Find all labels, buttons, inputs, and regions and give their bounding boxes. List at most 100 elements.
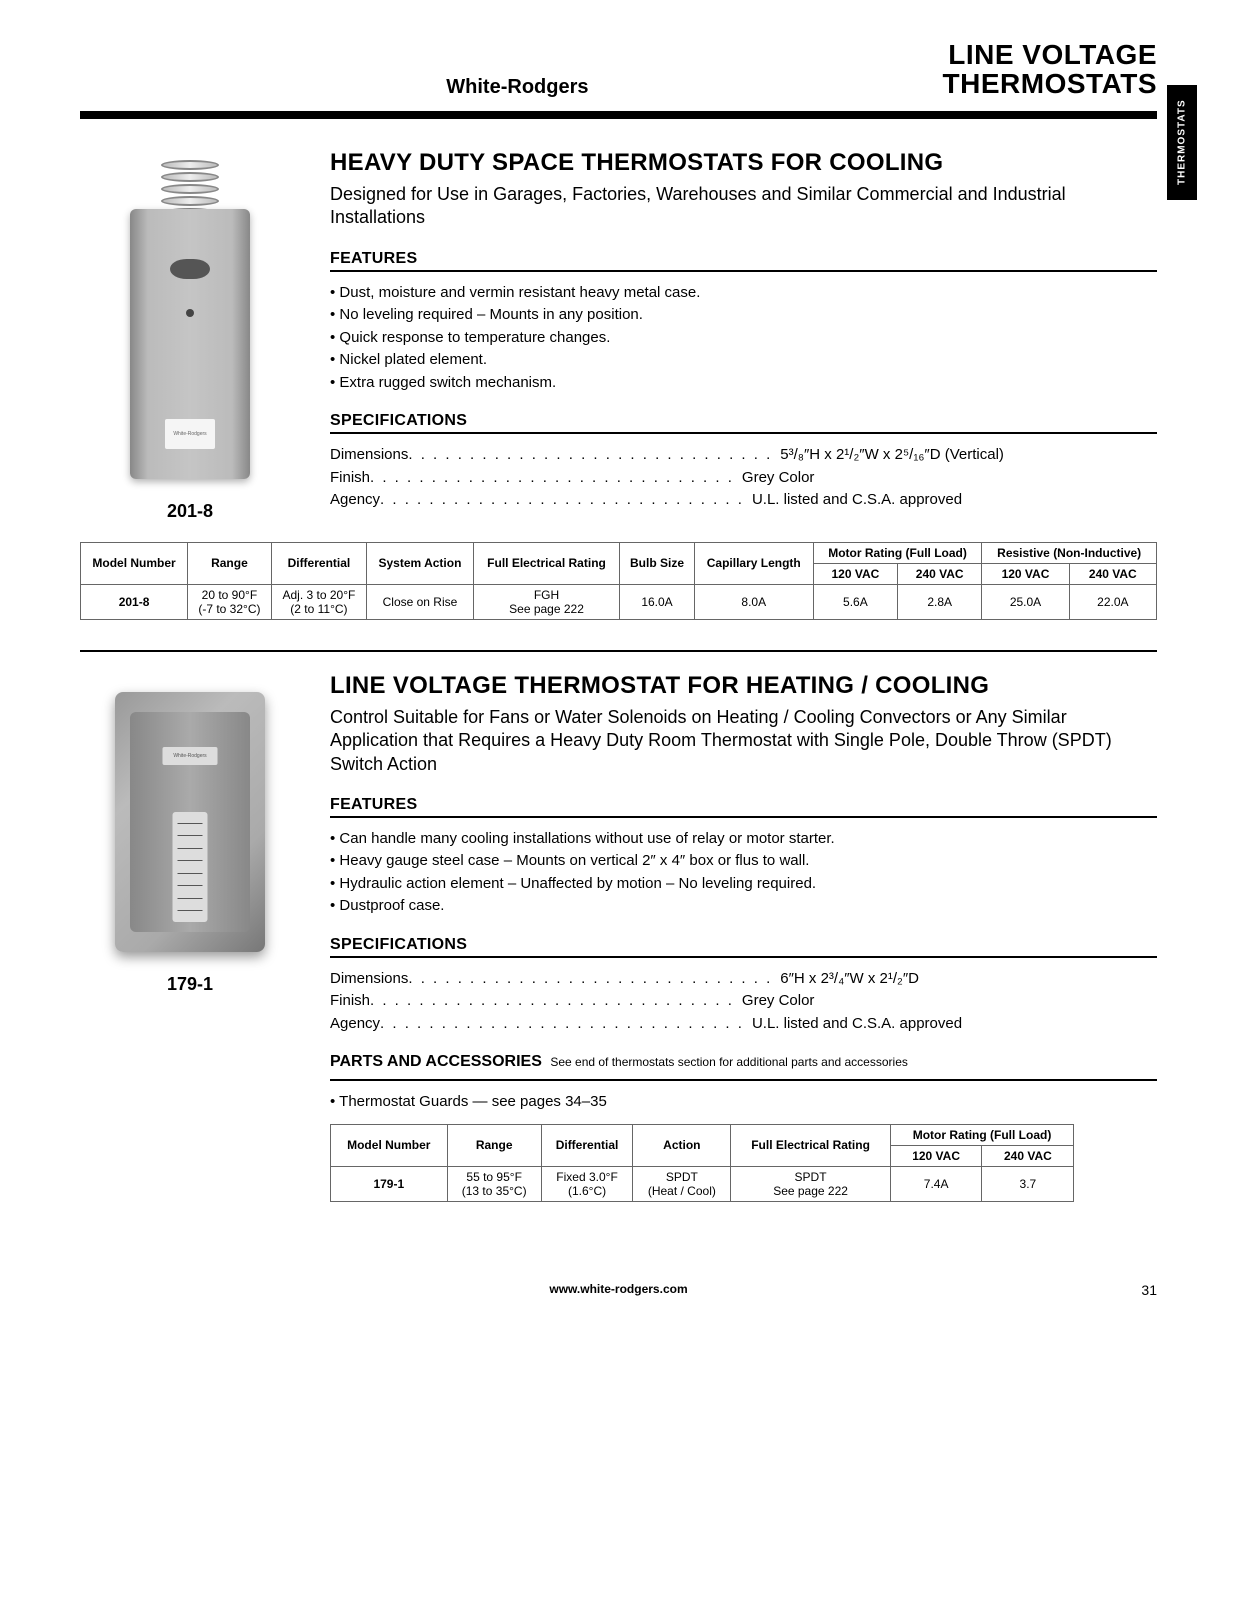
- list-item: Hydraulic action element – Unaffected by…: [330, 873, 1157, 896]
- table-cell: Close on Rise: [367, 584, 474, 619]
- table-cell: SPDT(Heat / Cool): [633, 1166, 731, 1201]
- th-240-1: 240 VAC: [898, 563, 982, 584]
- table-cell: 20 to 90°F(-7 to 32°C): [188, 584, 272, 619]
- product-image-201-8: White-Rodgers: [115, 159, 265, 489]
- table-cell: 5.6A: [813, 584, 897, 619]
- spec-row: Agency . . . . . . . . . . . . . . . . .…: [330, 1013, 1157, 1036]
- brand-logo: White-Rodgers: [80, 76, 649, 99]
- th-range: Range: [188, 542, 272, 584]
- features-heading: FEATURES: [330, 796, 1157, 814]
- model-caption: 179-1: [80, 974, 300, 995]
- table-cell: 3.7: [982, 1166, 1074, 1201]
- th-motor-group: Motor Rating (Full Load): [890, 1124, 1074, 1145]
- list-item: Heavy gauge steel case – Mounts on verti…: [330, 850, 1157, 873]
- spec-table-201-8: Model Number Range Differential System A…: [80, 542, 1157, 620]
- features-heading: FEATURES: [330, 250, 1157, 268]
- th-120-1: 120 VAC: [813, 563, 897, 584]
- parts-note: See end of thermostats section for addit…: [550, 1055, 908, 1069]
- list-item: Dustproof case.: [330, 895, 1157, 918]
- product-image-column: White-Rodgers 201-8: [80, 149, 300, 522]
- table-cell: 55 to 95°F(13 to 35°C): [447, 1166, 541, 1201]
- th-rating: Full Electrical Rating: [473, 542, 619, 584]
- section-divider: [80, 650, 1157, 652]
- table-row: 179-155 to 95°F(13 to 35°C)Fixed 3.0°F(1…: [331, 1166, 1074, 1201]
- table-row: 201-820 to 90°F(-7 to 32°C)Adj. 3 to 20°…: [81, 584, 1157, 619]
- device-body: White-Rodgers: [130, 209, 250, 479]
- features-rule: [330, 816, 1157, 818]
- th-diff: Differential: [271, 542, 366, 584]
- product-image-179-1: White-Rodgers: [105, 682, 275, 962]
- title-line-2: THERMOSTATS: [943, 68, 1157, 99]
- spec-row: Finish . . . . . . . . . . . . . . . . .…: [330, 990, 1157, 1013]
- side-tab: THERMOSTATS: [1167, 85, 1197, 200]
- specs-list: Dimensions . . . . . . . . . . . . . . .…: [330, 444, 1157, 512]
- list-item: Extra rugged switch mechanism.: [330, 372, 1157, 395]
- product-heading: HEAVY DUTY SPACE THERMOSTATS FOR COOLING: [330, 149, 1157, 177]
- product-block-201-8: White-Rodgers 201-8 HEAVY DUTY SPACE THE…: [80, 149, 1157, 522]
- spec-row: Agency . . . . . . . . . . . . . . . . .…: [330, 489, 1157, 512]
- page-footer: www.white-rodgers.com 31: [80, 1282, 1157, 1296]
- list-item: Nickel plated element.: [330, 349, 1157, 372]
- th-cap: Capillary Length: [694, 542, 813, 584]
- spec-table-179-1: Model Number Range Differential Action F…: [330, 1124, 1074, 1202]
- features-list: Dust, moisture and vermin resistant heav…: [330, 282, 1157, 395]
- title-line-1: LINE VOLTAGE: [948, 39, 1157, 70]
- th-rating: Full Electrical Rating: [731, 1124, 890, 1166]
- parts-heading: PARTS AND ACCESSORIES: [330, 1053, 542, 1070]
- list-item: Can handle many cooling installations wi…: [330, 828, 1157, 851]
- table-cell: 8.0A: [694, 584, 813, 619]
- features-list: Can handle many cooling installations wi…: [330, 828, 1157, 918]
- th-action: System Action: [367, 542, 474, 584]
- th-120-2: 120 VAC: [982, 563, 1069, 584]
- th-motor-group: Motor Rating (Full Load): [813, 542, 982, 563]
- product-image-column: White-Rodgers 179-1: [80, 672, 300, 1222]
- product-description: Designed for Use in Garages, Factories, …: [330, 183, 1157, 230]
- device-body: White-Rodgers: [115, 692, 265, 952]
- list-item: Quick response to temperature changes.: [330, 327, 1157, 350]
- table-cell: 16.0A: [620, 584, 695, 619]
- specs-heading: SPECIFICATIONS: [330, 936, 1157, 954]
- specs-heading: SPECIFICATIONS: [330, 412, 1157, 430]
- product-heading: LINE VOLTAGE THERMOSTAT FOR HEATING / CO…: [330, 672, 1157, 700]
- th-bulb: Bulb Size: [620, 542, 695, 584]
- footer-url: www.white-rodgers.com: [549, 1282, 687, 1296]
- model-caption: 201-8: [80, 501, 300, 522]
- list-item: No leveling required – Mounts in any pos…: [330, 304, 1157, 327]
- table-cell: Adj. 3 to 20°F(2 to 11°C): [271, 584, 366, 619]
- spec-row: Dimensions . . . . . . . . . . . . . . .…: [330, 968, 1157, 991]
- table-cell: SPDTSee page 222: [731, 1166, 890, 1201]
- product-block-179-1: White-Rodgers 179-1 LINE VOLTAGE THERMOS…: [80, 672, 1157, 1222]
- table-cell: 179-1: [331, 1166, 448, 1201]
- parts-list: Thermostat Guards — see pages 34–35: [330, 1091, 1157, 1114]
- list-item: Dust, moisture and vermin resistant heav…: [330, 282, 1157, 305]
- th-model: Model Number: [81, 542, 188, 584]
- header-rule: [80, 111, 1157, 119]
- parts-rule: [330, 1079, 1157, 1081]
- th-120: 120 VAC: [890, 1145, 982, 1166]
- features-rule: [330, 270, 1157, 272]
- th-action: Action: [633, 1124, 731, 1166]
- th-resistive-group: Resistive (Non-Inductive): [982, 542, 1157, 563]
- page-title: LINE VOLTAGE THERMOSTATS: [649, 40, 1158, 99]
- th-model: Model Number: [331, 1124, 448, 1166]
- specs-rule: [330, 432, 1157, 434]
- page-header: White-Rodgers LINE VOLTAGE THERMOSTATS: [80, 40, 1157, 107]
- page-number: 31: [1141, 1282, 1157, 1298]
- spec-row: Finish . . . . . . . . . . . . . . . . .…: [330, 467, 1157, 490]
- list-item: Thermostat Guards — see pages 34–35: [330, 1091, 1157, 1114]
- specs-rule: [330, 956, 1157, 958]
- specs-list: Dimensions . . . . . . . . . . . . . . .…: [330, 968, 1157, 1036]
- spec-row: Dimensions . . . . . . . . . . . . . . .…: [330, 444, 1157, 467]
- table-cell: FGHSee page 222: [473, 584, 619, 619]
- th-range: Range: [447, 1124, 541, 1166]
- product-description: Control Suitable for Fans or Water Solen…: [330, 706, 1157, 776]
- table-cell: Fixed 3.0°F(1.6°C): [541, 1166, 633, 1201]
- th-240-2: 240 VAC: [1069, 563, 1156, 584]
- product-content: HEAVY DUTY SPACE THERMOSTATS FOR COOLING…: [330, 149, 1157, 522]
- th-diff: Differential: [541, 1124, 633, 1166]
- parts-block: PARTS AND ACCESSORIES See end of thermos…: [330, 1053, 1157, 1071]
- table-cell: 7.4A: [890, 1166, 982, 1201]
- table-cell: 22.0A: [1069, 584, 1156, 619]
- table-cell: 2.8A: [898, 584, 982, 619]
- product-content: LINE VOLTAGE THERMOSTAT FOR HEATING / CO…: [330, 672, 1157, 1222]
